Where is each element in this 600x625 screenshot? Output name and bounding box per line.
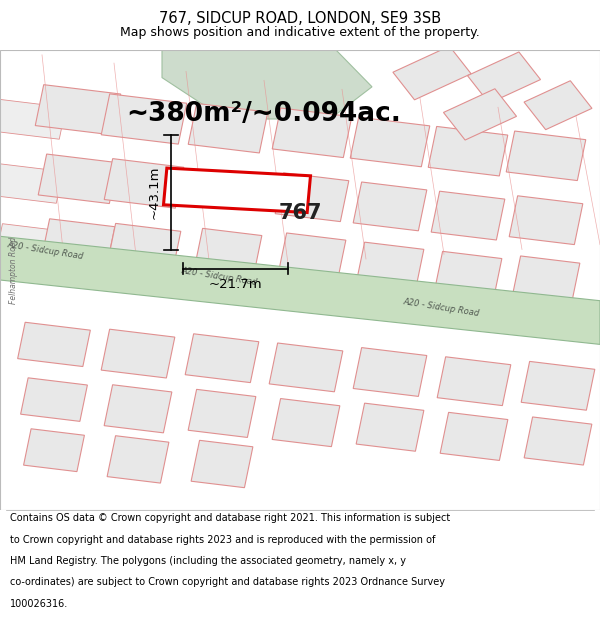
Polygon shape <box>440 412 508 461</box>
Polygon shape <box>443 89 517 140</box>
Polygon shape <box>107 436 169 483</box>
Text: ~380m²/~0.094ac.: ~380m²/~0.094ac. <box>127 101 401 127</box>
Polygon shape <box>107 223 181 272</box>
Polygon shape <box>524 417 592 465</box>
Text: 767: 767 <box>278 203 322 223</box>
Polygon shape <box>162 50 372 119</box>
Polygon shape <box>506 131 586 181</box>
Polygon shape <box>431 191 505 240</box>
Polygon shape <box>393 46 471 100</box>
Polygon shape <box>272 108 352 158</box>
Text: 767, SIDCUP ROAD, LONDON, SE9 3SB: 767, SIDCUP ROAD, LONDON, SE9 3SB <box>159 11 441 26</box>
Polygon shape <box>104 159 184 208</box>
Polygon shape <box>41 219 115 268</box>
Polygon shape <box>101 329 175 378</box>
Polygon shape <box>356 403 424 451</box>
Polygon shape <box>17 322 91 366</box>
Polygon shape <box>437 357 511 406</box>
Text: A20 - Sidcup Road: A20 - Sidcup Road <box>6 239 84 261</box>
Text: Felhampton Road: Felhampton Road <box>8 237 18 304</box>
Text: co-ordinates) are subject to Crown copyright and database rights 2023 Ordnance S: co-ordinates) are subject to Crown copyr… <box>10 578 445 587</box>
Polygon shape <box>278 233 346 281</box>
Text: A20 - Sidcup Road: A20 - Sidcup Road <box>402 297 480 318</box>
Polygon shape <box>524 81 592 129</box>
Polygon shape <box>512 256 580 304</box>
Polygon shape <box>20 378 88 421</box>
Polygon shape <box>509 196 583 244</box>
Text: Map shows position and indicative extent of the property.: Map shows position and indicative extent… <box>120 26 480 39</box>
Polygon shape <box>104 385 172 433</box>
Polygon shape <box>188 103 268 153</box>
Polygon shape <box>35 84 121 135</box>
Polygon shape <box>350 118 430 167</box>
Polygon shape <box>0 224 62 262</box>
Polygon shape <box>0 236 600 344</box>
Polygon shape <box>428 126 508 176</box>
Polygon shape <box>38 154 118 204</box>
Text: to Crown copyright and database rights 2023 and is reproduced with the permissio: to Crown copyright and database rights 2… <box>10 535 436 545</box>
Polygon shape <box>194 228 262 276</box>
Text: Contains OS data © Crown copyright and database right 2021. This information is : Contains OS data © Crown copyright and d… <box>10 514 451 524</box>
Text: ~43.1m: ~43.1m <box>147 166 160 219</box>
Text: A20 - Sidcup Road: A20 - Sidcup Road <box>180 266 258 287</box>
Polygon shape <box>164 168 310 212</box>
Polygon shape <box>434 251 502 299</box>
Text: HM Land Registry. The polygons (including the associated geometry, namely x, y: HM Land Registry. The polygons (includin… <box>10 556 406 566</box>
Polygon shape <box>191 441 253 488</box>
Polygon shape <box>272 399 340 447</box>
Polygon shape <box>275 173 349 222</box>
Polygon shape <box>353 348 427 396</box>
Polygon shape <box>0 164 63 203</box>
Polygon shape <box>188 389 256 438</box>
Text: 100026316.: 100026316. <box>10 599 68 609</box>
Polygon shape <box>101 94 187 144</box>
Text: ~21.7m: ~21.7m <box>209 278 262 291</box>
Polygon shape <box>23 429 85 472</box>
Polygon shape <box>185 334 259 382</box>
Polygon shape <box>521 361 595 410</box>
Polygon shape <box>269 343 343 392</box>
Polygon shape <box>356 242 424 290</box>
Polygon shape <box>353 182 427 231</box>
Polygon shape <box>467 52 541 103</box>
Polygon shape <box>0 99 66 139</box>
